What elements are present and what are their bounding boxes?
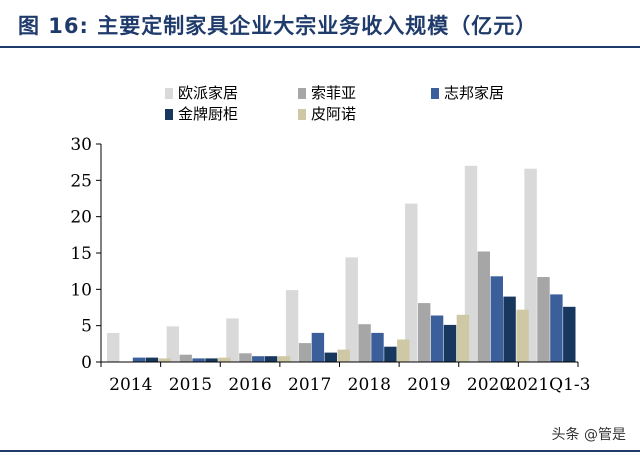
bar-2018-金牌厨柜 — [384, 346, 397, 362]
bar-2019-欧派家居 — [405, 203, 418, 362]
bar-2020-志邦家居 — [490, 276, 503, 362]
bar-2021Q1-3-志邦家居 — [550, 294, 563, 362]
bar-2017-志邦家居 — [311, 332, 325, 362]
y-tick-label: 20 — [70, 208, 92, 228]
bar-2019-皮阿诺 — [456, 314, 470, 362]
x-tick-label: 2019 — [407, 375, 450, 395]
bar-2018-皮阿诺 — [397, 339, 410, 362]
y-tick-label: 25 — [70, 171, 92, 191]
bar-2016-金牌厨柜 — [264, 356, 278, 362]
legend-swatch-欧派家居 — [165, 88, 173, 99]
legend-label-金牌厨柜: 金牌厨柜 — [178, 105, 238, 123]
bar-2017-金牌厨柜 — [324, 352, 337, 362]
bar-2020-欧派家居 — [464, 165, 478, 362]
bar-2016-志邦家居 — [252, 356, 265, 362]
legend-swatch-索菲亚 — [298, 88, 306, 99]
x-tick-label: 2014 — [109, 375, 152, 395]
bar-2018-志邦家居 — [371, 332, 384, 362]
legend-label-索菲亚: 索菲亚 — [311, 84, 356, 102]
bar-2015-金牌厨柜 — [205, 358, 218, 362]
bar-2016-欧派家居 — [226, 318, 239, 362]
bar-2014-皮阿诺 — [158, 358, 171, 362]
x-tick-label: 2020 — [467, 375, 510, 395]
x-tick-label: 2017 — [288, 375, 331, 395]
x-tick-label: 2015 — [169, 375, 212, 395]
bar-2020-金牌厨柜 — [503, 296, 516, 362]
y-tick-label: 0 — [81, 353, 92, 373]
bar-2014-志邦家居 — [132, 357, 146, 362]
legend-label-欧派家居: 欧派家居 — [178, 84, 238, 102]
bottom-divider — [0, 450, 640, 452]
bar-2017-欧派家居 — [285, 290, 299, 362]
bar-2018-欧派家居 — [345, 257, 358, 362]
legend-swatch-志邦家居 — [431, 88, 439, 99]
bar-2015-欧派家居 — [166, 326, 179, 362]
x-tick-label: 2018 — [348, 375, 391, 395]
bar-2021Q1-3-索菲亚 — [537, 277, 550, 362]
bar-2017-索菲亚 — [298, 343, 312, 362]
bar-2019-索菲亚 — [418, 303, 431, 362]
legend-label-皮阿诺: 皮阿诺 — [311, 105, 356, 123]
watermark-text: 头条 @管是 — [551, 427, 626, 443]
bar-2017-皮阿诺 — [337, 349, 350, 362]
y-tick-label: 10 — [70, 280, 92, 300]
title-divider — [0, 46, 640, 48]
bar-2016-索菲亚 — [239, 353, 252, 362]
y-tick-label: 15 — [70, 244, 92, 264]
y-tick-label: 5 — [81, 317, 92, 337]
bar-2015-志邦家居 — [192, 358, 205, 362]
x-tick-label: 2016 — [228, 375, 271, 395]
legend-swatch-皮阿诺 — [298, 109, 306, 120]
bar-2014-欧派家居 — [107, 332, 120, 362]
bar-2020-索菲亚 — [477, 251, 490, 362]
legend-swatch-金牌厨柜 — [165, 109, 173, 120]
x-tick-label: 2021Q1-3 — [506, 375, 591, 395]
chart-bars — [107, 165, 576, 362]
chart-title: 图 16: 主要定制家具企业大宗业务收入规模（亿元） — [18, 14, 538, 38]
bar-2020-皮阿诺 — [516, 309, 529, 362]
bar-2018-索菲亚 — [358, 324, 371, 362]
bar-2015-皮阿诺 — [218, 357, 231, 362]
y-tick-label: 30 — [70, 135, 92, 155]
legend-label-志邦家居: 志邦家居 — [444, 84, 504, 102]
bar-2015-索菲亚 — [179, 354, 192, 362]
bar-2019-志邦家居 — [430, 315, 444, 362]
bar-2021Q1-3-金牌厨柜 — [563, 306, 576, 362]
bar-2019-金牌厨柜 — [443, 324, 457, 362]
bar-2014-金牌厨柜 — [145, 357, 159, 362]
chart-axes: 0 5 10 15 20 25 30 2014 2015 2016 2017 2018 2019 2020… — [70, 135, 590, 395]
bar-2016-皮阿诺 — [277, 356, 291, 362]
